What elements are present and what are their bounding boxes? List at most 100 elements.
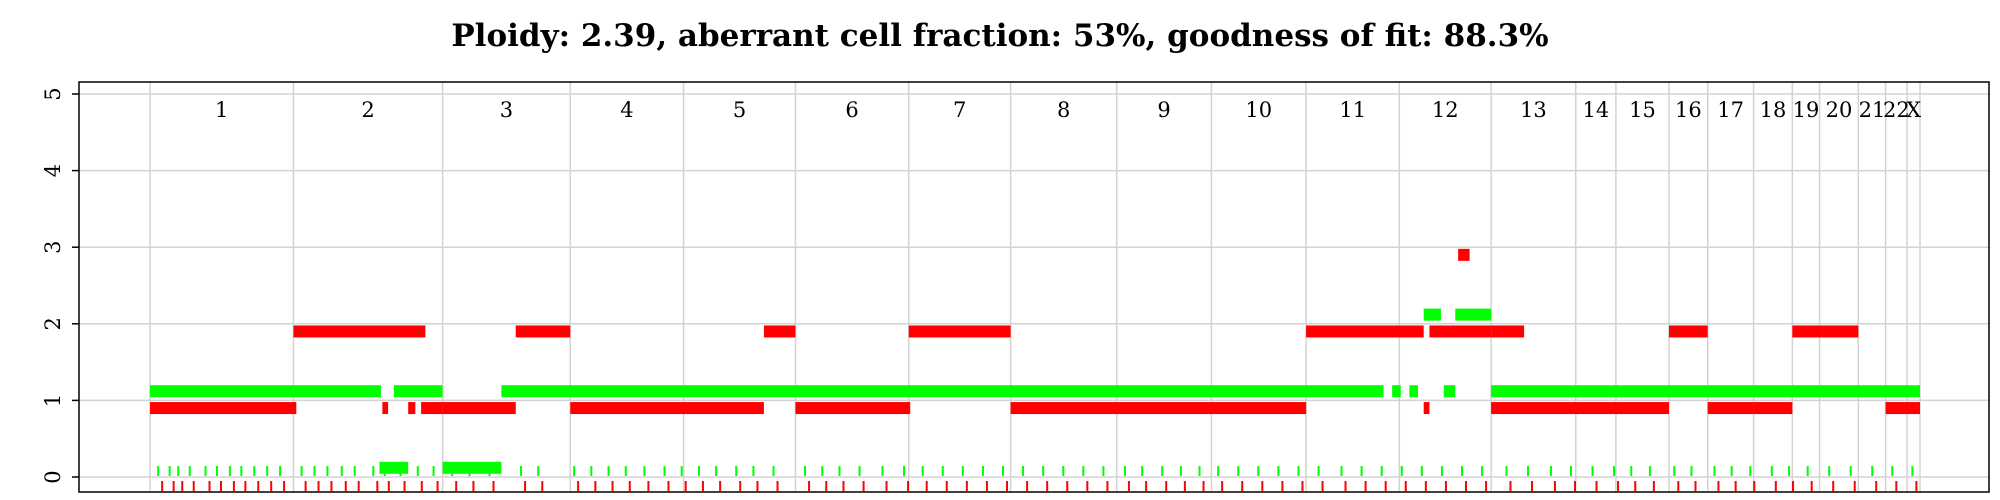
copy-number-segment	[1491, 402, 1669, 415]
rug-tick-major	[1549, 466, 1552, 476]
rug-tick-major	[520, 466, 523, 476]
rug-tick-minor	[862, 481, 865, 491]
rug-tick-major	[590, 466, 593, 476]
copy-number-segment	[1753, 402, 1793, 415]
rug-tick-minor	[208, 481, 211, 491]
copy-number-segment	[442, 461, 502, 474]
copy-number-segment	[1885, 402, 1920, 415]
rug-tick-major	[188, 466, 191, 476]
chromosome-label-21: 21	[1859, 98, 1886, 122]
rug-tick-minor	[420, 481, 423, 491]
rug-tick-major	[215, 466, 218, 476]
rug-tick-minor	[1530, 481, 1533, 491]
chromosome-label-22: 22	[1883, 98, 1910, 122]
chromosome-label-16: 16	[1675, 98, 1702, 122]
rug-tick-major	[1102, 466, 1105, 476]
rug-tick-major	[1673, 466, 1676, 476]
series-layer	[150, 248, 1920, 491]
rug-tick-minor	[965, 481, 968, 491]
copy-number-segment	[1822, 325, 1859, 338]
rug-tick-minor	[885, 481, 888, 491]
rug-tick-minor	[1553, 481, 1556, 491]
copy-number-segment	[1792, 325, 1823, 338]
rug-tick-major	[240, 466, 243, 476]
copy-number-segment	[408, 402, 416, 415]
rug-tick-minor	[161, 481, 164, 491]
rug-tick-minor	[472, 481, 475, 491]
rug-tick-major	[1237, 466, 1240, 476]
rug-tick-minor	[541, 481, 544, 491]
rug-tick-major	[1849, 466, 1852, 476]
copy-number-segment	[379, 461, 409, 474]
copy-number-segment	[1458, 248, 1470, 261]
chromosome-label-2: 2	[361, 98, 374, 122]
rug-tick-major	[735, 466, 738, 476]
copy-number-segment	[1392, 385, 1401, 398]
rug-tick-minor	[1221, 481, 1224, 491]
rug-tick-major	[680, 466, 683, 476]
chromosome-label-14: 14	[1582, 98, 1609, 122]
copy-number-segment	[1010, 402, 1307, 415]
rug-tick-minor	[1753, 481, 1756, 491]
rug-tick-minor	[842, 481, 845, 491]
chromosome-label-7: 7	[953, 98, 966, 122]
rug-tick-minor	[808, 481, 811, 491]
rug-tick-minor	[1424, 481, 1427, 491]
rug-tick-minor	[1677, 481, 1680, 491]
rug-tick-major	[353, 466, 356, 476]
rug-tick-minor	[232, 481, 235, 491]
rug-tick-major	[1340, 466, 1343, 476]
rug-tick-major	[804, 466, 807, 476]
rug-tick-major	[451, 466, 454, 476]
grid-layer	[72, 82, 1989, 492]
plot-frame	[78, 81, 1990, 493]
rug-tick-major	[157, 466, 160, 476]
rug-tick-minor	[330, 481, 333, 491]
chromosome-label-18: 18	[1760, 98, 1787, 122]
y-tick-label: 1	[41, 394, 65, 407]
rug-tick-major	[1690, 466, 1693, 476]
copy-number-segment	[293, 325, 426, 338]
rug-tick-minor	[257, 481, 260, 491]
rug-tick-major	[1891, 466, 1894, 476]
rug-tick-major	[1570, 466, 1573, 476]
rug-tick-major	[941, 466, 944, 476]
rug-tick-minor	[1652, 481, 1655, 491]
copy-number-segment	[515, 325, 571, 338]
rug-tick-minor	[524, 481, 527, 491]
rug-tick-minor	[192, 481, 195, 491]
rug-tick-minor	[684, 481, 687, 491]
rug-tick-minor	[1183, 481, 1186, 491]
rug-tick-major	[1481, 466, 1484, 476]
rug-tick-major	[266, 466, 269, 476]
chromosome-label-12: 12	[1432, 98, 1459, 122]
rug-tick-minor	[925, 481, 928, 491]
rug-tick-major	[1420, 466, 1423, 476]
rug-tick-major	[1630, 466, 1633, 476]
rug-tick-minor	[1792, 481, 1795, 491]
rug-tick-minor	[825, 481, 828, 491]
chromosome-label-3: 3	[500, 98, 513, 122]
rug-tick-minor	[1717, 481, 1720, 491]
chart-title: Ploidy: 2.39, aberrant cell fraction: 53…	[451, 18, 1549, 54]
rug-tick-major	[340, 466, 343, 476]
rug-tick-major	[663, 466, 666, 476]
copy-number-segment	[501, 385, 1384, 398]
rug-tick-minor	[1465, 481, 1468, 491]
rug-tick-minor	[1774, 481, 1777, 491]
rug-tick-minor	[985, 481, 988, 491]
rug-tick-minor	[1301, 481, 1304, 491]
rug-tick-minor	[376, 481, 379, 491]
rug-tick-major	[300, 466, 303, 476]
rug-tick-major	[228, 466, 231, 476]
chromosome-label-5: 5	[733, 98, 746, 122]
copy-number-segment	[150, 385, 294, 398]
chromosome-label-4: 4	[620, 98, 633, 122]
rug-tick-major	[1257, 466, 1260, 476]
rug-tick-major	[383, 466, 386, 476]
rug-tick-minor	[1444, 481, 1447, 491]
rug-tick-major	[1591, 466, 1594, 476]
rug-tick-minor	[756, 481, 759, 491]
rug-tick-minor	[357, 481, 360, 491]
rug-tick-major	[168, 466, 171, 476]
